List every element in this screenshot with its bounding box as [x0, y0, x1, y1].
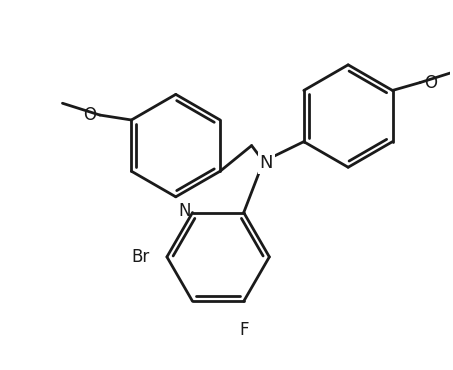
Text: N: N — [178, 202, 191, 219]
Text: F: F — [239, 321, 249, 339]
Text: O: O — [83, 106, 96, 124]
Text: N: N — [260, 154, 273, 172]
Text: N: N — [260, 154, 273, 172]
Text: O: O — [424, 74, 437, 91]
Text: Br: Br — [131, 248, 149, 266]
